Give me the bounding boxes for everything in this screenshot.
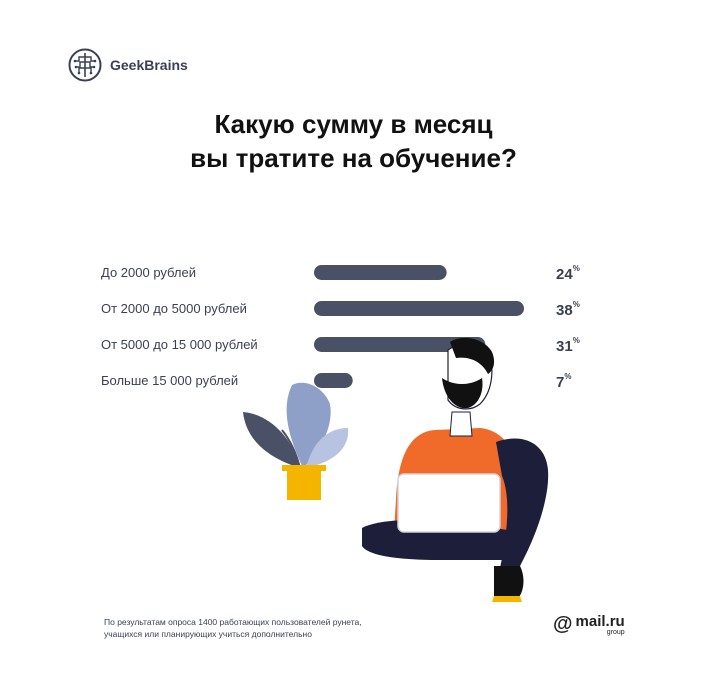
chart-title-line1: Какую сумму в месяц <box>214 109 493 139</box>
brand-name: GeekBrains <box>110 57 188 73</box>
survey-footnote: По результатам опроса 1400 работающих по… <box>104 616 424 640</box>
value-label: 24% <box>556 264 580 283</box>
percent-unit: % <box>572 264 580 273</box>
bar-4 <box>314 373 353 388</box>
footnote-line: учащихся или планирующих учиться дополни… <box>104 629 312 639</box>
brand: GeekBrains <box>68 48 188 82</box>
value-number: 38 <box>556 302 573 319</box>
brain-icon <box>68 48 102 82</box>
partner-sub: group <box>606 629 625 636</box>
partner-logo: @ mail.ru group <box>553 614 625 637</box>
category-label: Больше 15 000 рублей <box>101 373 239 388</box>
bar-3 <box>314 337 486 352</box>
chart-title-line2: вы тратите на обучение? <box>190 143 517 173</box>
at-sign: @ <box>553 613 573 635</box>
value-label: 31% <box>556 336 580 355</box>
person-illustration <box>362 337 549 602</box>
value-number: 7 <box>556 374 565 391</box>
footnote-line: По результатам опроса 1400 работающих по… <box>104 617 362 627</box>
category-label: До 2000 рублей <box>101 265 196 280</box>
percent-unit: % <box>564 372 572 381</box>
percent-unit: % <box>572 300 580 309</box>
bar-2 <box>314 301 524 316</box>
value-number: 31 <box>556 338 573 355</box>
value-number: 24 <box>556 266 573 283</box>
percent-unit: % <box>572 336 580 345</box>
value-label: 38% <box>556 300 580 319</box>
bar-1 <box>314 265 447 280</box>
category-label: От 5000 до 15 000 рублей <box>101 337 258 352</box>
value-label: 7% <box>556 372 572 391</box>
plant-illustration <box>243 382 349 500</box>
partner-name: mail.ru <box>575 613 625 630</box>
category-label: От 2000 до 5000 рублей <box>101 301 247 316</box>
